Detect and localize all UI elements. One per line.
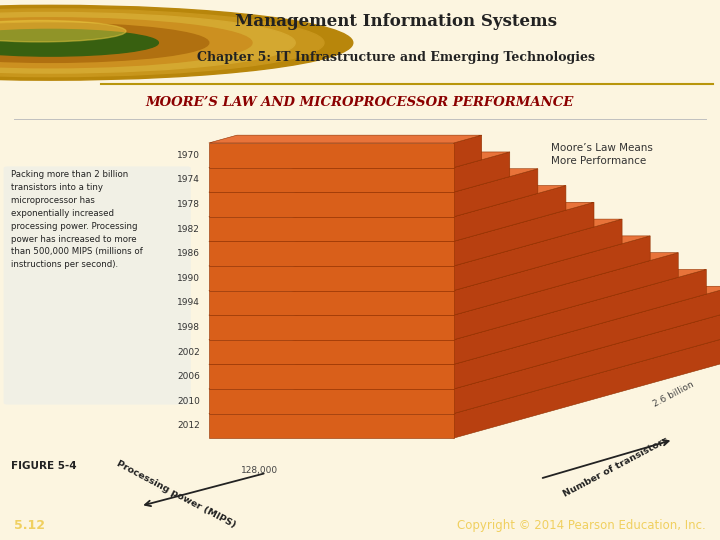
Text: 1974: 1974 <box>177 176 200 184</box>
Text: 1990: 1990 <box>177 274 200 283</box>
Polygon shape <box>209 202 594 241</box>
Circle shape <box>0 29 158 56</box>
Text: 1998: 1998 <box>177 323 200 332</box>
Circle shape <box>0 21 126 42</box>
Text: 1978: 1978 <box>177 200 200 209</box>
Text: Copyright © 2014 Pearson Education, Inc.: Copyright © 2014 Pearson Education, Inc. <box>457 519 706 532</box>
Polygon shape <box>209 303 720 389</box>
Polygon shape <box>209 253 678 315</box>
Text: 1982: 1982 <box>177 225 200 234</box>
Polygon shape <box>209 167 454 192</box>
Polygon shape <box>209 315 454 340</box>
Text: 1994: 1994 <box>177 299 200 307</box>
Text: Processing power (MIPS): Processing power (MIPS) <box>115 459 238 530</box>
Polygon shape <box>454 286 720 389</box>
Polygon shape <box>209 389 454 414</box>
Polygon shape <box>454 219 622 291</box>
Circle shape <box>0 9 324 77</box>
Circle shape <box>0 18 252 68</box>
Text: MOORE’S LAW AND MICROPROCESSOR PERFORMANCE: MOORE’S LAW AND MICROPROCESSOR PERFORMAN… <box>146 96 574 109</box>
Polygon shape <box>454 152 510 192</box>
Polygon shape <box>209 143 454 167</box>
Polygon shape <box>454 135 482 167</box>
Polygon shape <box>209 269 706 340</box>
Text: Packing more than 2 billion
transistors into a tiny
microprocessor has
exponenti: Packing more than 2 billion transistors … <box>11 170 143 269</box>
Polygon shape <box>209 414 454 438</box>
FancyBboxPatch shape <box>4 166 191 404</box>
Text: Moore’s Law Means
More Performance: Moore’s Law Means More Performance <box>551 143 652 166</box>
Text: 128,000: 128,000 <box>240 466 278 475</box>
Text: 1986: 1986 <box>177 249 200 258</box>
Text: Management Information Systems: Management Information Systems <box>235 13 557 30</box>
Polygon shape <box>209 135 482 143</box>
Polygon shape <box>209 192 454 217</box>
Polygon shape <box>209 241 454 266</box>
Polygon shape <box>209 168 538 192</box>
Polygon shape <box>209 217 454 241</box>
Text: 1970: 1970 <box>177 151 200 160</box>
Text: 2010: 2010 <box>177 397 200 406</box>
Text: 2.6 billion: 2.6 billion <box>652 380 695 409</box>
Text: Number of transistors: Number of transistors <box>562 435 670 499</box>
Text: 2002: 2002 <box>177 348 200 356</box>
Text: Chapter 5: IT Infrastructure and Emerging Technologies: Chapter 5: IT Infrastructure and Emergin… <box>197 51 595 64</box>
Polygon shape <box>454 320 720 438</box>
Polygon shape <box>209 286 720 364</box>
Polygon shape <box>209 340 454 365</box>
Polygon shape <box>454 236 650 315</box>
Circle shape <box>0 5 353 80</box>
Polygon shape <box>209 291 454 315</box>
Text: 2012: 2012 <box>177 421 200 430</box>
Polygon shape <box>454 253 678 340</box>
Polygon shape <box>209 320 720 414</box>
Polygon shape <box>454 202 594 266</box>
Text: 2006: 2006 <box>177 372 200 381</box>
Polygon shape <box>209 364 454 389</box>
Polygon shape <box>454 168 538 217</box>
Text: 5.12: 5.12 <box>14 519 45 532</box>
Polygon shape <box>454 186 566 241</box>
Circle shape <box>0 23 209 62</box>
Circle shape <box>0 12 295 73</box>
Polygon shape <box>209 186 566 217</box>
Polygon shape <box>454 303 720 414</box>
Text: FIGURE 5-4: FIGURE 5-4 <box>11 461 76 471</box>
Polygon shape <box>209 152 510 167</box>
Polygon shape <box>209 219 622 266</box>
Polygon shape <box>454 269 706 364</box>
Polygon shape <box>209 266 454 291</box>
Polygon shape <box>209 236 650 291</box>
